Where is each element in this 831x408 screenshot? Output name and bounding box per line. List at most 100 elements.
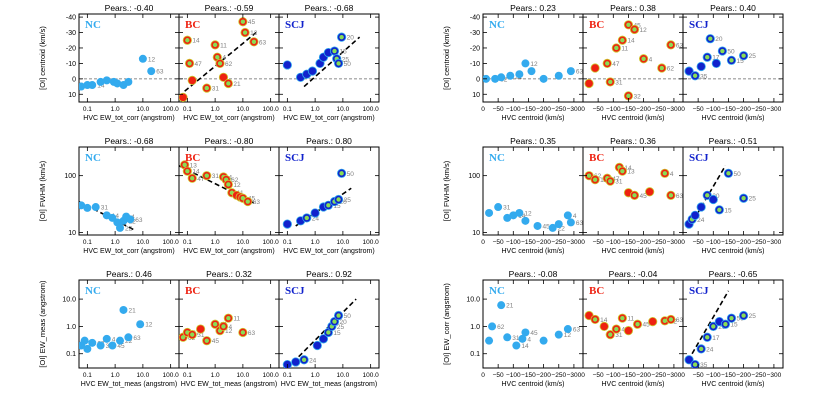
data-point-label: 22 <box>558 225 566 232</box>
data-point-core <box>336 313 341 318</box>
fit-line <box>303 36 361 88</box>
ytick-right-0-4: 0 <box>476 76 480 83</box>
x-tick-label: 100.0 <box>263 239 280 246</box>
panel-title: Pears.: -0.40 <box>105 3 154 13</box>
x-tick-label: 1.0 <box>311 239 320 246</box>
data-point-label: 35 <box>700 73 708 80</box>
data-point-label: 21 <box>506 303 514 310</box>
group-label: SCJ <box>285 285 305 297</box>
data-point-core <box>251 39 257 44</box>
x-tick-label: 0 <box>481 372 485 379</box>
data-point: 4 <box>639 54 653 64</box>
data-point-marker <box>497 73 506 82</box>
group-label: SCJ <box>689 19 709 31</box>
data-point-core <box>217 61 223 66</box>
data-point-marker <box>554 330 563 339</box>
data-point-label: 14 <box>521 343 529 350</box>
data-point-label: 47 <box>612 176 620 183</box>
data-point-core <box>226 81 231 86</box>
data-point-label: 20 <box>715 36 723 43</box>
panel-frame <box>278 279 380 369</box>
data-point-core <box>620 38 625 43</box>
data-point-core <box>711 324 716 329</box>
data-point-marker <box>282 219 292 229</box>
data-point-marker <box>282 60 292 70</box>
data-point-core <box>221 324 226 329</box>
data-point-marker <box>136 320 145 329</box>
x-tick-label: −100 <box>506 372 521 379</box>
data-point-core <box>614 45 619 51</box>
data-point-core <box>741 196 746 201</box>
data-point-label: 13 <box>190 162 198 169</box>
group-label: NC <box>489 19 505 31</box>
data-point-core <box>626 93 631 99</box>
x-axis-label: HVC EW_tot_meas (angstrom) <box>281 381 377 388</box>
data-point <box>690 210 700 220</box>
x-tick-label: −300 <box>667 106 682 113</box>
data-point-label: 25 <box>749 53 757 60</box>
ytick-left-0-2: -20 <box>66 45 76 52</box>
x-tick-label: −200 <box>536 239 551 246</box>
x-tick-label: −250 <box>751 372 766 379</box>
ytick-left-1-1: 100 <box>64 173 76 180</box>
data-point-marker <box>102 334 111 343</box>
panel-plot-area: 62114731141345463 <box>584 162 683 200</box>
data-point-marker <box>108 341 117 350</box>
data-point-label: 47 <box>195 61 203 68</box>
x-tick-label: 1.0 <box>311 106 320 113</box>
data-point-label: 31 <box>197 332 205 339</box>
data-point-marker <box>521 328 530 337</box>
data-point-label: 24 <box>309 357 317 364</box>
data-point: 12 <box>223 179 241 190</box>
group-label: BC <box>589 19 604 31</box>
ytick-left-0-1: -30 <box>66 30 76 37</box>
data-point-label: 63 <box>676 317 684 324</box>
data-point-core <box>692 362 698 367</box>
data-point-core <box>662 171 668 176</box>
data-point <box>282 60 292 70</box>
data-point-marker <box>548 223 557 232</box>
data-point-label: 50 <box>344 61 352 68</box>
data-point <box>696 61 706 72</box>
panel-title: Pears.: -0.51 <box>709 136 758 146</box>
x-tick-label: 0.1 <box>283 106 292 113</box>
panel-frame <box>682 13 784 103</box>
data-point-label: 11 <box>627 316 634 323</box>
data-point: 25 <box>739 193 756 203</box>
data-point-core <box>180 335 186 340</box>
panel-plot-area: 2420155025 <box>684 165 756 229</box>
data-point-marker <box>554 220 563 229</box>
data-point: 17 <box>702 52 720 62</box>
data-point: 21 <box>223 78 241 89</box>
data-point-label: 12 <box>233 182 241 189</box>
data-point-label: 22 <box>125 338 133 345</box>
panel-title: Pears.: 0.38 <box>610 3 656 13</box>
panel-title: Pears.: 0.40 <box>710 3 756 13</box>
data-point-label: 25 <box>342 56 350 63</box>
data-point <box>307 66 318 76</box>
data-point-marker <box>124 333 133 342</box>
data-point: 35 <box>690 359 708 368</box>
data-point-marker <box>503 333 512 342</box>
data-point: 15 <box>720 319 738 329</box>
data-point-core <box>668 42 674 48</box>
group-label: NC <box>489 152 505 164</box>
data-point-label: 50 <box>727 49 735 56</box>
x-tick-label: 100.0 <box>363 106 380 113</box>
panel-title: Pears.: 0.92 <box>306 269 352 279</box>
data-point <box>179 92 188 102</box>
data-point-marker <box>96 341 105 350</box>
data-point-core <box>614 326 619 332</box>
data-point: 31 <box>187 330 205 340</box>
data-point: 11 <box>611 43 628 53</box>
data-point-label: 24 <box>706 346 714 353</box>
group-label: SCJ <box>689 152 709 164</box>
data-point-marker <box>711 58 721 69</box>
ytick-right-0-2: -20 <box>470 45 480 52</box>
data-point-marker <box>563 325 572 334</box>
data-point-marker <box>88 338 97 347</box>
